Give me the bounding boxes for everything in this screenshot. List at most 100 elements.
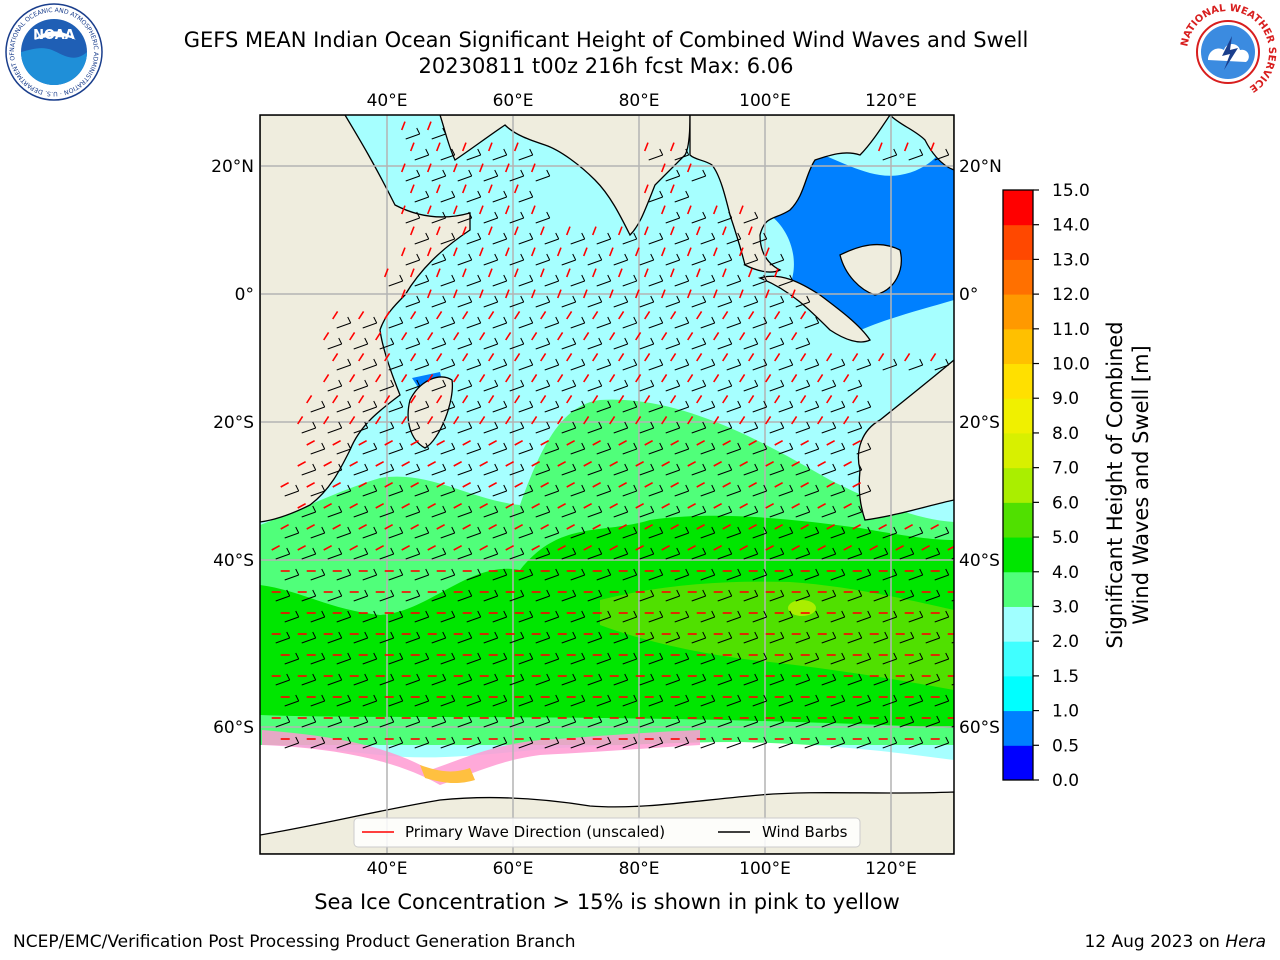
wave-direction-arrow (670, 481, 679, 488)
lon-tick-bottom: 60°E (493, 859, 534, 879)
wave-direction-arrow (670, 523, 679, 530)
wave-direction-arrow (852, 352, 859, 362)
wind-barb (284, 736, 300, 749)
wind-barb (613, 631, 629, 644)
wind-barb (405, 127, 421, 140)
wave-direction-arrow (462, 523, 471, 530)
wind-barb (752, 274, 768, 287)
wave-direction-arrow (358, 394, 365, 404)
wind-barb (769, 463, 785, 476)
wind-barb (908, 568, 924, 581)
wind-barb (492, 316, 508, 329)
wind-barb (327, 715, 343, 728)
wind-barb (769, 631, 785, 644)
wind-barb (882, 568, 898, 581)
wind-barb (961, 233, 975, 244)
wind-barb (301, 589, 317, 602)
wind-barb (674, 652, 690, 665)
wave-direction-arrow (687, 544, 696, 551)
wind-barb (440, 610, 456, 623)
wave-direction-arrow (375, 373, 382, 383)
wind-barb (622, 400, 638, 413)
wind-barb (570, 526, 586, 539)
wind-barb (674, 568, 690, 581)
wave-direction-arrow (852, 394, 859, 404)
wind-barb (362, 316, 378, 329)
wind-barb (570, 232, 586, 245)
wind-barb (466, 316, 482, 329)
wind-barb (830, 358, 846, 371)
colorbar-segment (1003, 571, 1033, 607)
wave-direction-arrow (722, 352, 729, 362)
wave-band-ice-edge (260, 715, 954, 745)
wave-direction-arrow (670, 439, 679, 446)
wave-direction-arrow (557, 415, 564, 425)
wind-barb (414, 232, 430, 245)
wind-barb (353, 337, 369, 350)
wind-barb (717, 421, 733, 434)
wave-direction-arrow (358, 439, 367, 446)
wind-barb (665, 169, 681, 182)
wind-barb (596, 232, 612, 245)
wind-barb (665, 463, 681, 476)
wind-barb (882, 358, 898, 371)
wave-direction-arrow (644, 439, 653, 446)
wind-barb (648, 652, 664, 665)
wind-barb (821, 421, 837, 434)
wave-direction-arrow (618, 481, 627, 488)
wave-direction-arrow (617, 226, 623, 236)
wind-barb (440, 484, 456, 497)
wind-barb (353, 463, 369, 476)
wind-barb (275, 547, 291, 560)
wind-barb (674, 736, 690, 749)
wind-barb (795, 463, 811, 476)
wind-barb (431, 421, 447, 434)
wind-barb (752, 358, 768, 371)
wave-direction-arrow (488, 310, 495, 320)
wind-barb (483, 463, 499, 476)
wind-barb (622, 610, 638, 623)
wave-direction-arrow (878, 523, 887, 530)
wind-barb (457, 253, 473, 266)
wave-direction-arrow (514, 439, 523, 446)
wave-direction-arrow (323, 331, 330, 341)
wind-barb (778, 358, 794, 371)
wind-barb (466, 568, 482, 581)
wind-barb (726, 484, 742, 497)
wind-barb (570, 274, 586, 287)
wind-barb (743, 295, 759, 308)
wave-direction-arrow (765, 331, 772, 341)
wind-barb (743, 589, 759, 602)
wind-barb (613, 589, 629, 602)
wave-direction-arrow (582, 247, 588, 257)
wind-barb (830, 610, 846, 623)
wind-barb (544, 484, 560, 497)
wind-barb (899, 547, 915, 560)
wave-direction-arrow (436, 394, 443, 404)
wind-barb (804, 652, 820, 665)
wave-direction-arrow (566, 523, 575, 530)
wave-direction-arrow (826, 481, 835, 488)
wind-barb (535, 169, 551, 182)
wind-barb (544, 736, 560, 749)
wind-barb (466, 610, 482, 623)
land-borneo (839, 243, 902, 296)
wind-barb (961, 611, 975, 622)
wave-direction-arrow (791, 502, 800, 509)
lat-tick-right: 60°S (959, 718, 1000, 738)
wind-barb (587, 295, 603, 308)
wind-barb (353, 631, 369, 644)
wind-barb (665, 589, 681, 602)
wave-direction-arrow (401, 415, 408, 425)
wind-barb (847, 589, 863, 602)
wave-direction-arrow (436, 523, 445, 530)
wave-direction-arrow (904, 523, 913, 530)
colorbar-segment (1003, 259, 1033, 295)
wind-barb (327, 547, 343, 560)
wave-direction-arrow (427, 460, 436, 467)
wave-direction-arrow (774, 352, 781, 362)
wave-direction-arrow (461, 268, 467, 278)
wind-barb (561, 505, 577, 518)
wave-direction-arrow (540, 310, 547, 320)
wave-direction-arrow (478, 205, 484, 215)
